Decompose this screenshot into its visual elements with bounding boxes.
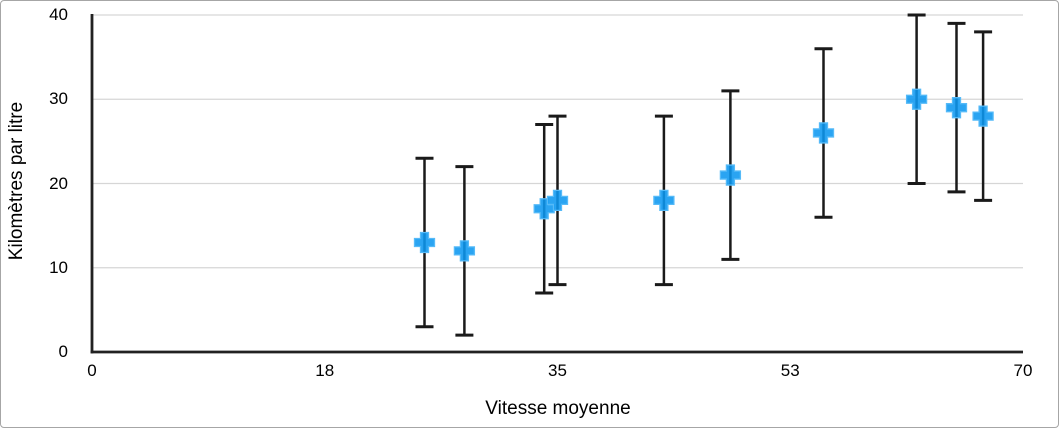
data-point-marker [905,88,928,110]
data-point-marker [945,97,968,119]
y-axis-title: Kilomètres par litre [6,101,27,261]
data-point-marker [972,105,994,127]
y-axis-tick-label: 20 [49,173,68,193]
x-axis-tick-label: 18 [315,361,335,380]
y-axis-tick-label: 10 [49,257,68,277]
x-axis-tick-label: 70 [1013,361,1033,380]
y-axis-tick-label: 30 [49,89,68,109]
data-point-marker [653,189,675,212]
y-axis-tick-label: 40 [49,5,68,24]
x-axis-tick-label: 35 [548,361,567,380]
x-axis-title: Vitesse moyenne [485,398,631,419]
y-axis-tick-label: 0 [58,342,68,361]
data-point-marker [812,122,835,144]
x-axis-tick-label: 53 [780,361,800,380]
data-point-marker [719,164,742,186]
data-point-marker [413,231,436,254]
data-point-marker [546,189,569,212]
x-axis-tick-label: 0 [87,361,97,380]
data-point-marker [453,240,476,262]
